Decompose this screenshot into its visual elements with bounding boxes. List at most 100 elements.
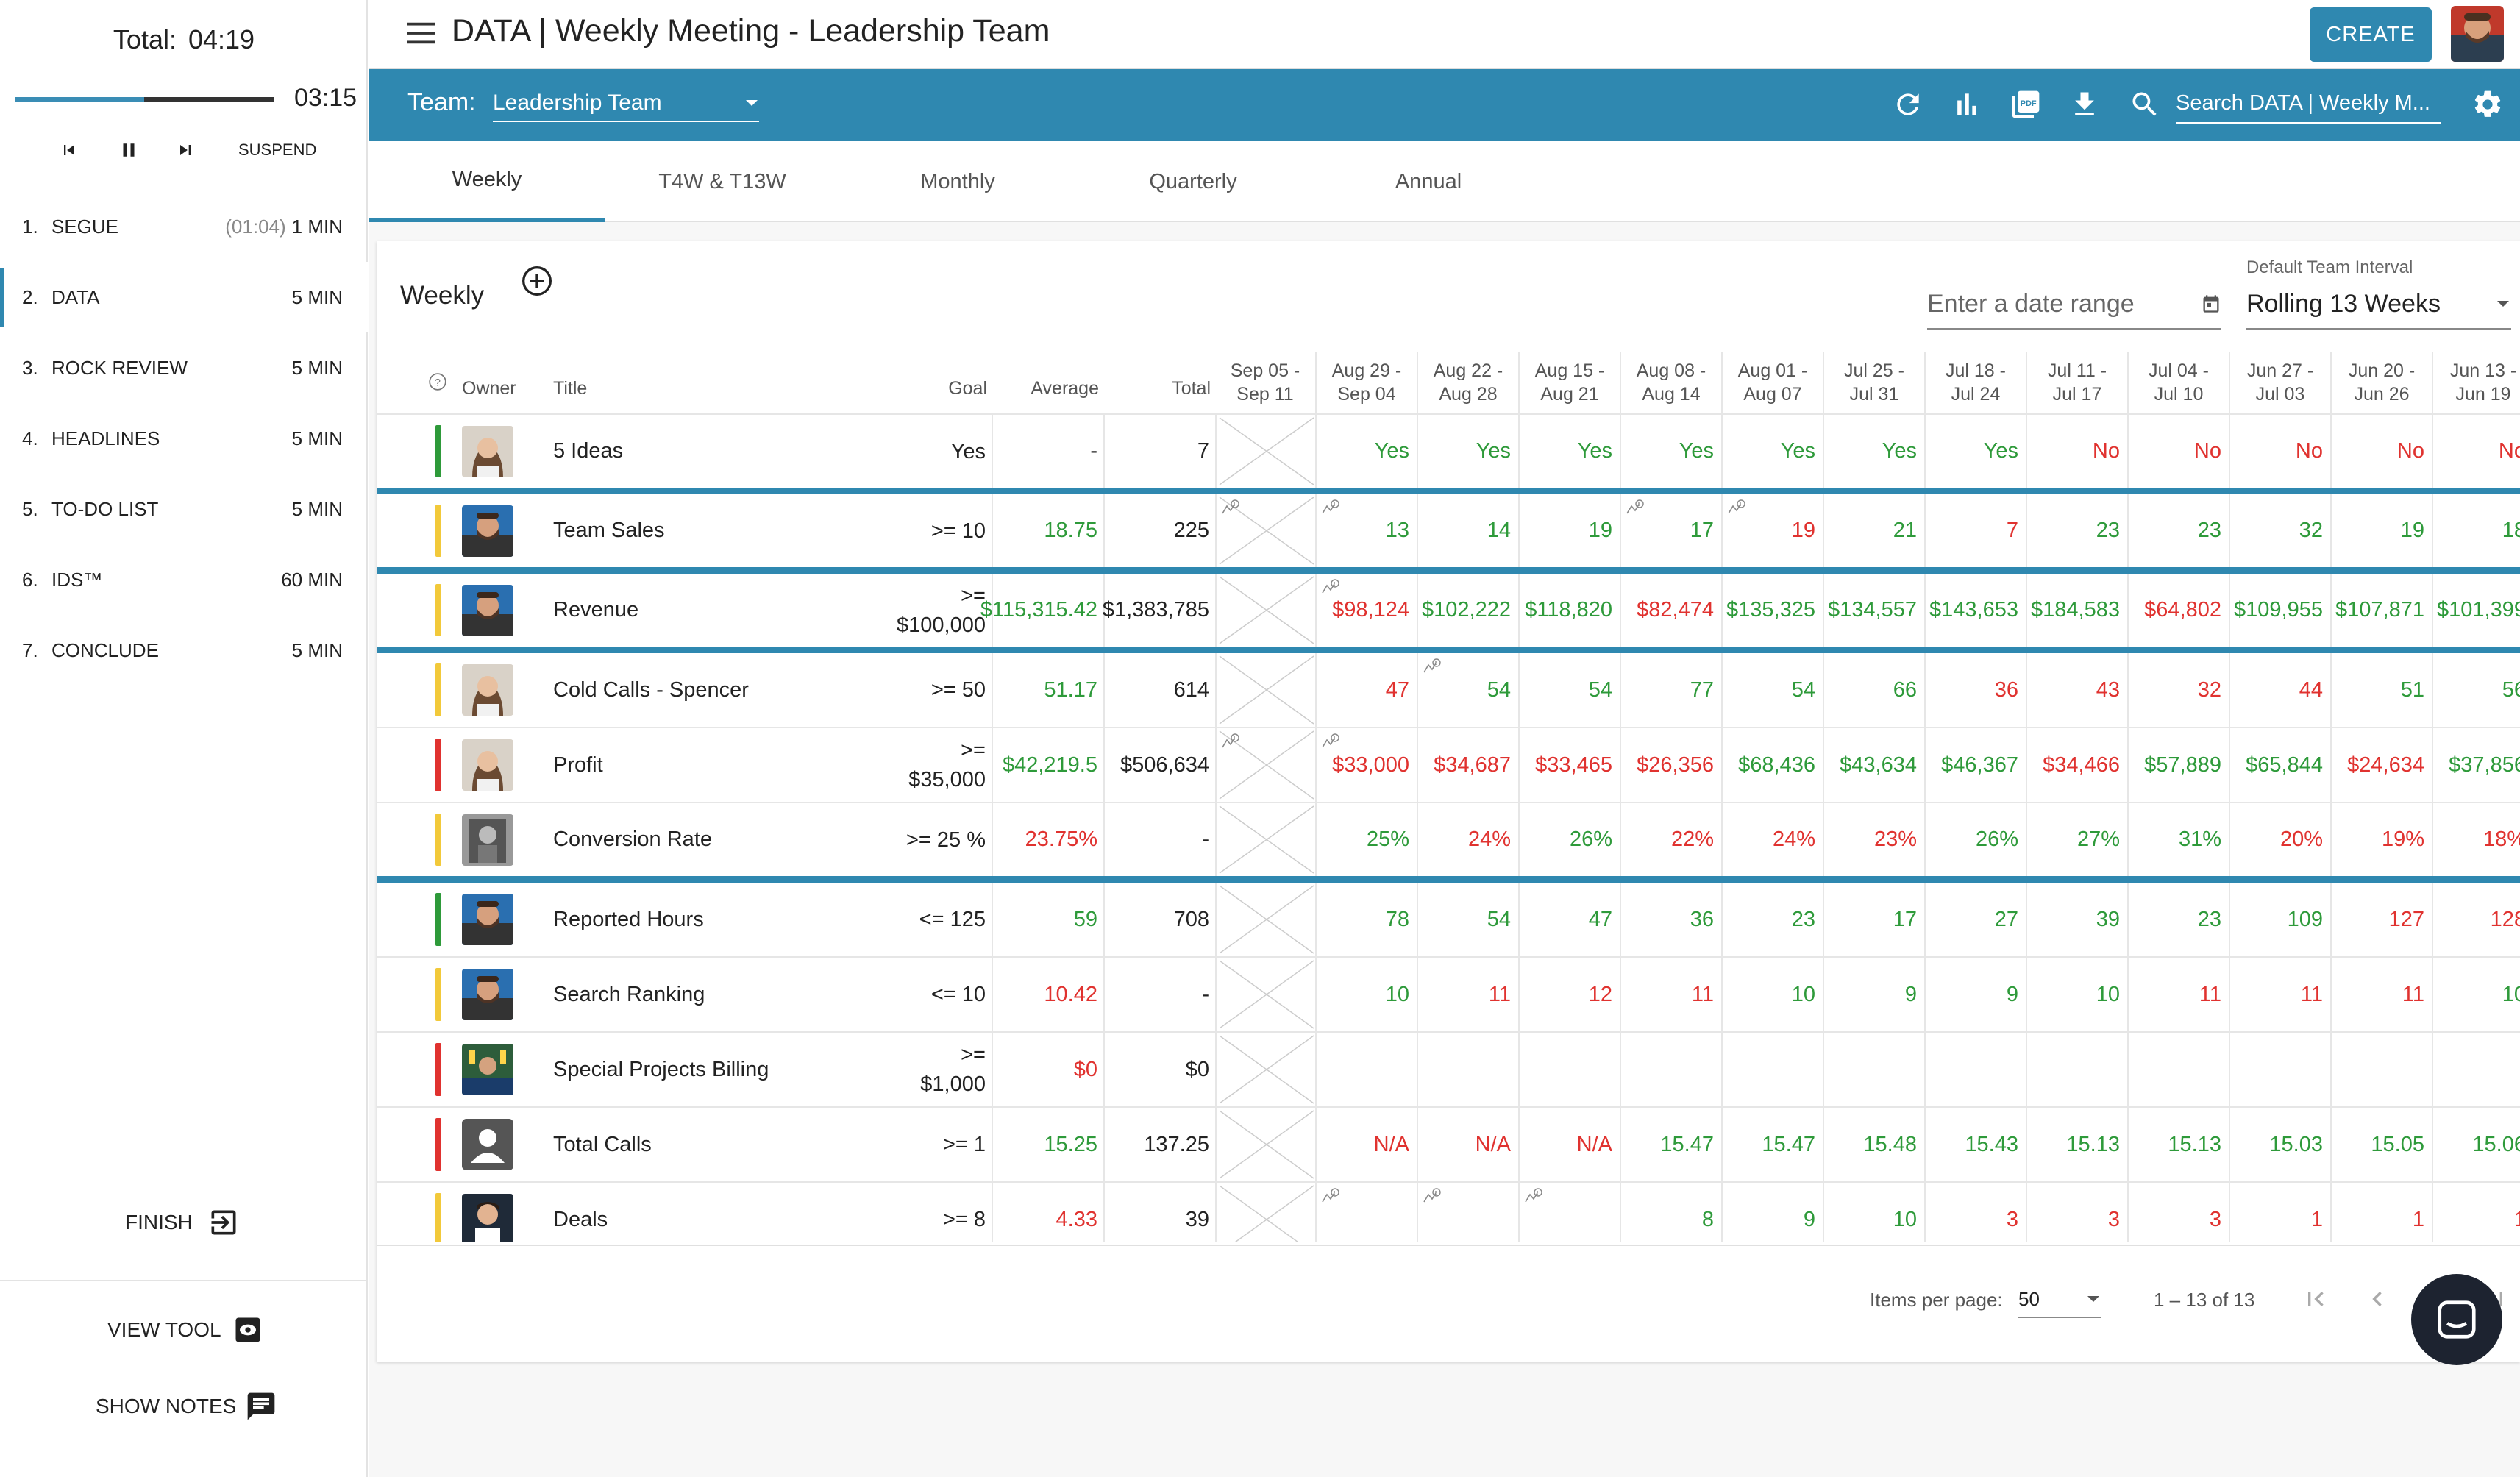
week-cell[interactable]: No (2433, 415, 2520, 488)
week-cell[interactable]: 15.13 (2027, 1108, 2129, 1181)
week-cell[interactable]: 39 (2027, 883, 2129, 956)
week-cell[interactable]: 47 (1317, 653, 1418, 727)
user-avatar[interactable] (2451, 6, 2504, 62)
measurable-title[interactable]: Revenue (553, 598, 639, 622)
week-cell[interactable]: 24% (1418, 803, 1520, 876)
week-cell[interactable]: Yes (1824, 415, 1926, 488)
table-row[interactable]: Revenue >= $100,000 $115,315.42 $1,383,785 $9… (377, 574, 2520, 653)
tab-annual[interactable]: Annual (1395, 169, 1462, 193)
items-per-page-select[interactable]: 50 (2018, 1281, 2101, 1318)
week-cell[interactable] (2230, 1033, 2332, 1106)
week-cell[interactable]: 19 (2332, 494, 2433, 567)
tab-weekly[interactable]: Weekly (369, 141, 605, 222)
comment-icon[interactable] (1726, 497, 1748, 516)
next-icon[interactable] (175, 134, 196, 166)
week-cell[interactable] (1215, 415, 1317, 488)
tab-quarterly[interactable]: Quarterly (1149, 169, 1237, 193)
week-cell[interactable]: 3 (2129, 1183, 2230, 1242)
finish-button[interactable]: FINISH (125, 1206, 240, 1239)
week-cell[interactable]: 19 (1520, 494, 1621, 567)
week-cell[interactable]: N/A (1520, 1108, 1621, 1181)
week-cell[interactable]: $184,583 (2027, 574, 2129, 647)
owner-avatar[interactable] (462, 814, 513, 866)
table-row[interactable]: Reported Hours <= 125 59 708 78 54 47 36 23 17 27 3… (377, 883, 2520, 958)
chart-icon[interactable] (1951, 88, 1983, 121)
week-cell[interactable]: 24% (1723, 803, 1824, 876)
week-cell[interactable]: 15.48 (1824, 1108, 1926, 1181)
gear-icon[interactable] (2471, 88, 2504, 121)
suspend-button[interactable]: SUSPEND (238, 140, 317, 159)
week-cell[interactable]: 11 (2230, 958, 2332, 1031)
week-cell[interactable] (1723, 1033, 1824, 1106)
week-cell[interactable]: $24,634 (2332, 728, 2433, 802)
week-cell[interactable]: 22% (1621, 803, 1723, 876)
measurable-title[interactable]: Special Projects Billing (553, 1057, 769, 1081)
week-cell[interactable]: Yes (1723, 415, 1824, 488)
agenda-item-headlines[interactable]: 4. HEADLINES 5 MIN (0, 403, 368, 474)
measurable-title[interactable]: Profit (553, 752, 603, 777)
week-cell[interactable]: 26% (1926, 803, 2027, 876)
week-cell[interactable]: 19 (1723, 494, 1824, 567)
week-cell[interactable]: 21 (1824, 494, 1926, 567)
first-page-icon[interactable] (2301, 1284, 2330, 1314)
week-cell[interactable]: 17 (1621, 494, 1723, 567)
owner-avatar[interactable] (462, 969, 513, 1020)
week-cell[interactable]: Yes (1621, 415, 1723, 488)
week-cell[interactable]: $34,466 (2027, 728, 2129, 802)
calendar-icon[interactable] (2201, 293, 2221, 314)
download-icon[interactable] (2068, 88, 2101, 121)
week-cell[interactable]: $65,844 (2230, 728, 2332, 802)
comment-icon[interactable] (1320, 731, 1342, 750)
week-cell[interactable]: 15.06 (2433, 1108, 2520, 1181)
agenda-item-to-do-list[interactable]: 5. TO-DO LIST 5 MIN (0, 474, 368, 544)
week-cell[interactable]: 27% (2027, 803, 2129, 876)
week-cell[interactable]: 11 (1418, 958, 1520, 1031)
refresh-icon[interactable] (1892, 88, 1924, 121)
week-cell[interactable]: 10 (1317, 958, 1418, 1031)
table-row[interactable]: Total Calls >= 1 15.25 137.25 N/A N/A N/A 15.47… (377, 1108, 2520, 1183)
measurable-title[interactable]: Total Calls (553, 1132, 652, 1156)
week-cell[interactable]: 32 (2129, 653, 2230, 727)
table-row[interactable]: Cold Calls - Spencer >= 50 51.17 614 47 54 54 7… (377, 653, 2520, 728)
week-cell[interactable]: Yes (1317, 415, 1418, 488)
week-cell[interactable]: 18% (2433, 803, 2520, 876)
comment-icon[interactable] (1421, 656, 1443, 675)
week-cell[interactable]: 9 (1723, 1183, 1824, 1242)
team-select[interactable]: Leadership Team (493, 85, 759, 122)
week-cell[interactable]: 32 (2230, 494, 2332, 567)
search-input[interactable]: Search DATA | Weekly M... (2176, 84, 2441, 124)
week-cell[interactable]: $118,820 (1520, 574, 1621, 647)
owner-avatar[interactable] (462, 1044, 513, 1095)
table-row[interactable]: Search Ranking <= 10 10.42- 10 11 12 11 10 9 9 10 1… (377, 958, 2520, 1033)
week-cell[interactable]: 15.47 (1723, 1108, 1824, 1181)
week-cell[interactable]: N/A (1317, 1108, 1418, 1181)
week-cell[interactable]: 3 (1926, 1183, 2027, 1242)
week-cell[interactable]: 43 (2027, 653, 2129, 727)
table-row[interactable]: Profit >= $35,000 $42,219.5 $506,634 $33,000 $… (377, 728, 2520, 803)
week-cell[interactable]: 19% (2332, 803, 2433, 876)
week-cell[interactable]: 127 (2332, 883, 2433, 956)
add-measurable-icon[interactable] (521, 265, 553, 297)
week-cell[interactable]: 11 (2129, 958, 2230, 1031)
week-cell[interactable] (1215, 574, 1317, 647)
week-cell[interactable]: $82,474 (1621, 574, 1723, 647)
measurable-title[interactable]: Reported Hours (553, 907, 704, 931)
pdf-icon[interactable]: PDF (2010, 88, 2042, 121)
week-cell[interactable]: No (2230, 415, 2332, 488)
week-cell[interactable]: 15.43 (1926, 1108, 2027, 1181)
measurable-title[interactable]: Team Sales (553, 519, 665, 542)
week-cell[interactable]: $26,356 (1621, 728, 1723, 802)
week-cell[interactable]: 20% (2230, 803, 2332, 876)
week-cell[interactable] (1215, 728, 1317, 802)
week-cell[interactable]: 47 (1520, 883, 1621, 956)
week-cell[interactable]: 54 (1418, 883, 1520, 956)
agenda-item-conclude[interactable]: 7. CONCLUDE 5 MIN (0, 615, 368, 686)
week-cell[interactable]: 14 (1418, 494, 1520, 567)
week-cell[interactable]: $101,399 (2433, 574, 2520, 647)
week-cell[interactable]: 15.13 (2129, 1108, 2230, 1181)
week-cell[interactable]: 9 (1926, 958, 2027, 1031)
week-cell[interactable]: 31% (2129, 803, 2230, 876)
comment-icon[interactable] (1320, 577, 1342, 596)
measurable-title[interactable]: Search Ranking (553, 982, 705, 1006)
week-cell[interactable]: 54 (1520, 653, 1621, 727)
